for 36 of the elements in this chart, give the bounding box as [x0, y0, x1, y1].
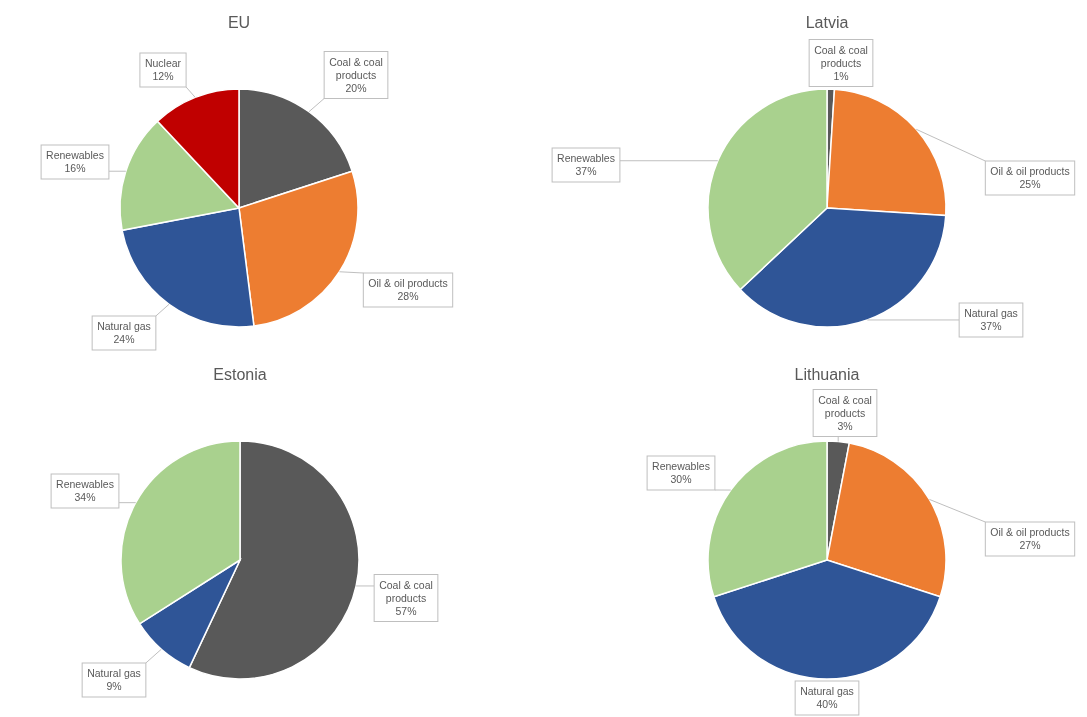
data-label: 25% [1019, 178, 1041, 190]
slice-label: Renewables [557, 152, 615, 164]
slice-label: Coal & coal products [814, 43, 868, 69]
data-label: 37% [980, 320, 1002, 332]
data-label: 9% [106, 680, 122, 692]
data-label: 1% [833, 69, 849, 82]
data-label: 30% [670, 473, 692, 485]
slice-label: Renewables [652, 460, 710, 472]
slice-label: Coal & coal products [818, 393, 872, 419]
chart-title: Lithuania [794, 366, 860, 383]
slice-label: Oil & oil products [990, 526, 1070, 538]
chart-title: EU [227, 14, 251, 31]
slice-label: Renewables [46, 149, 104, 161]
data-label: 40% [816, 698, 838, 710]
slice-label: Nuclear [144, 57, 182, 69]
chart-title: Estonia [213, 366, 267, 383]
data-label: 24% [113, 333, 135, 345]
data-label: 27% [1019, 539, 1041, 551]
slice-label: Renewables [56, 478, 114, 490]
data-label: 12% [152, 70, 174, 82]
slice-label: Coal & coal products [329, 55, 383, 81]
data-label: 3% [837, 419, 853, 432]
data-label: 20% [345, 81, 367, 94]
slice-label: Natural gas [800, 685, 854, 697]
data-label: 16% [64, 162, 86, 174]
slice-label: Natural gas [964, 307, 1018, 319]
data-label: 37% [575, 165, 597, 177]
slice-label: Natural gas [87, 667, 141, 679]
slice-label: Coal & coal products [379, 578, 433, 604]
slice-label: Oil & oil products [368, 277, 448, 289]
slice-label: Oil & oil products [990, 165, 1070, 177]
data-label: 57% [395, 604, 417, 617]
data-label: 34% [74, 491, 96, 503]
slice-label: Natural gas [97, 320, 151, 332]
data-label: 28% [397, 290, 419, 302]
chart-title: Latvia [805, 14, 849, 31]
